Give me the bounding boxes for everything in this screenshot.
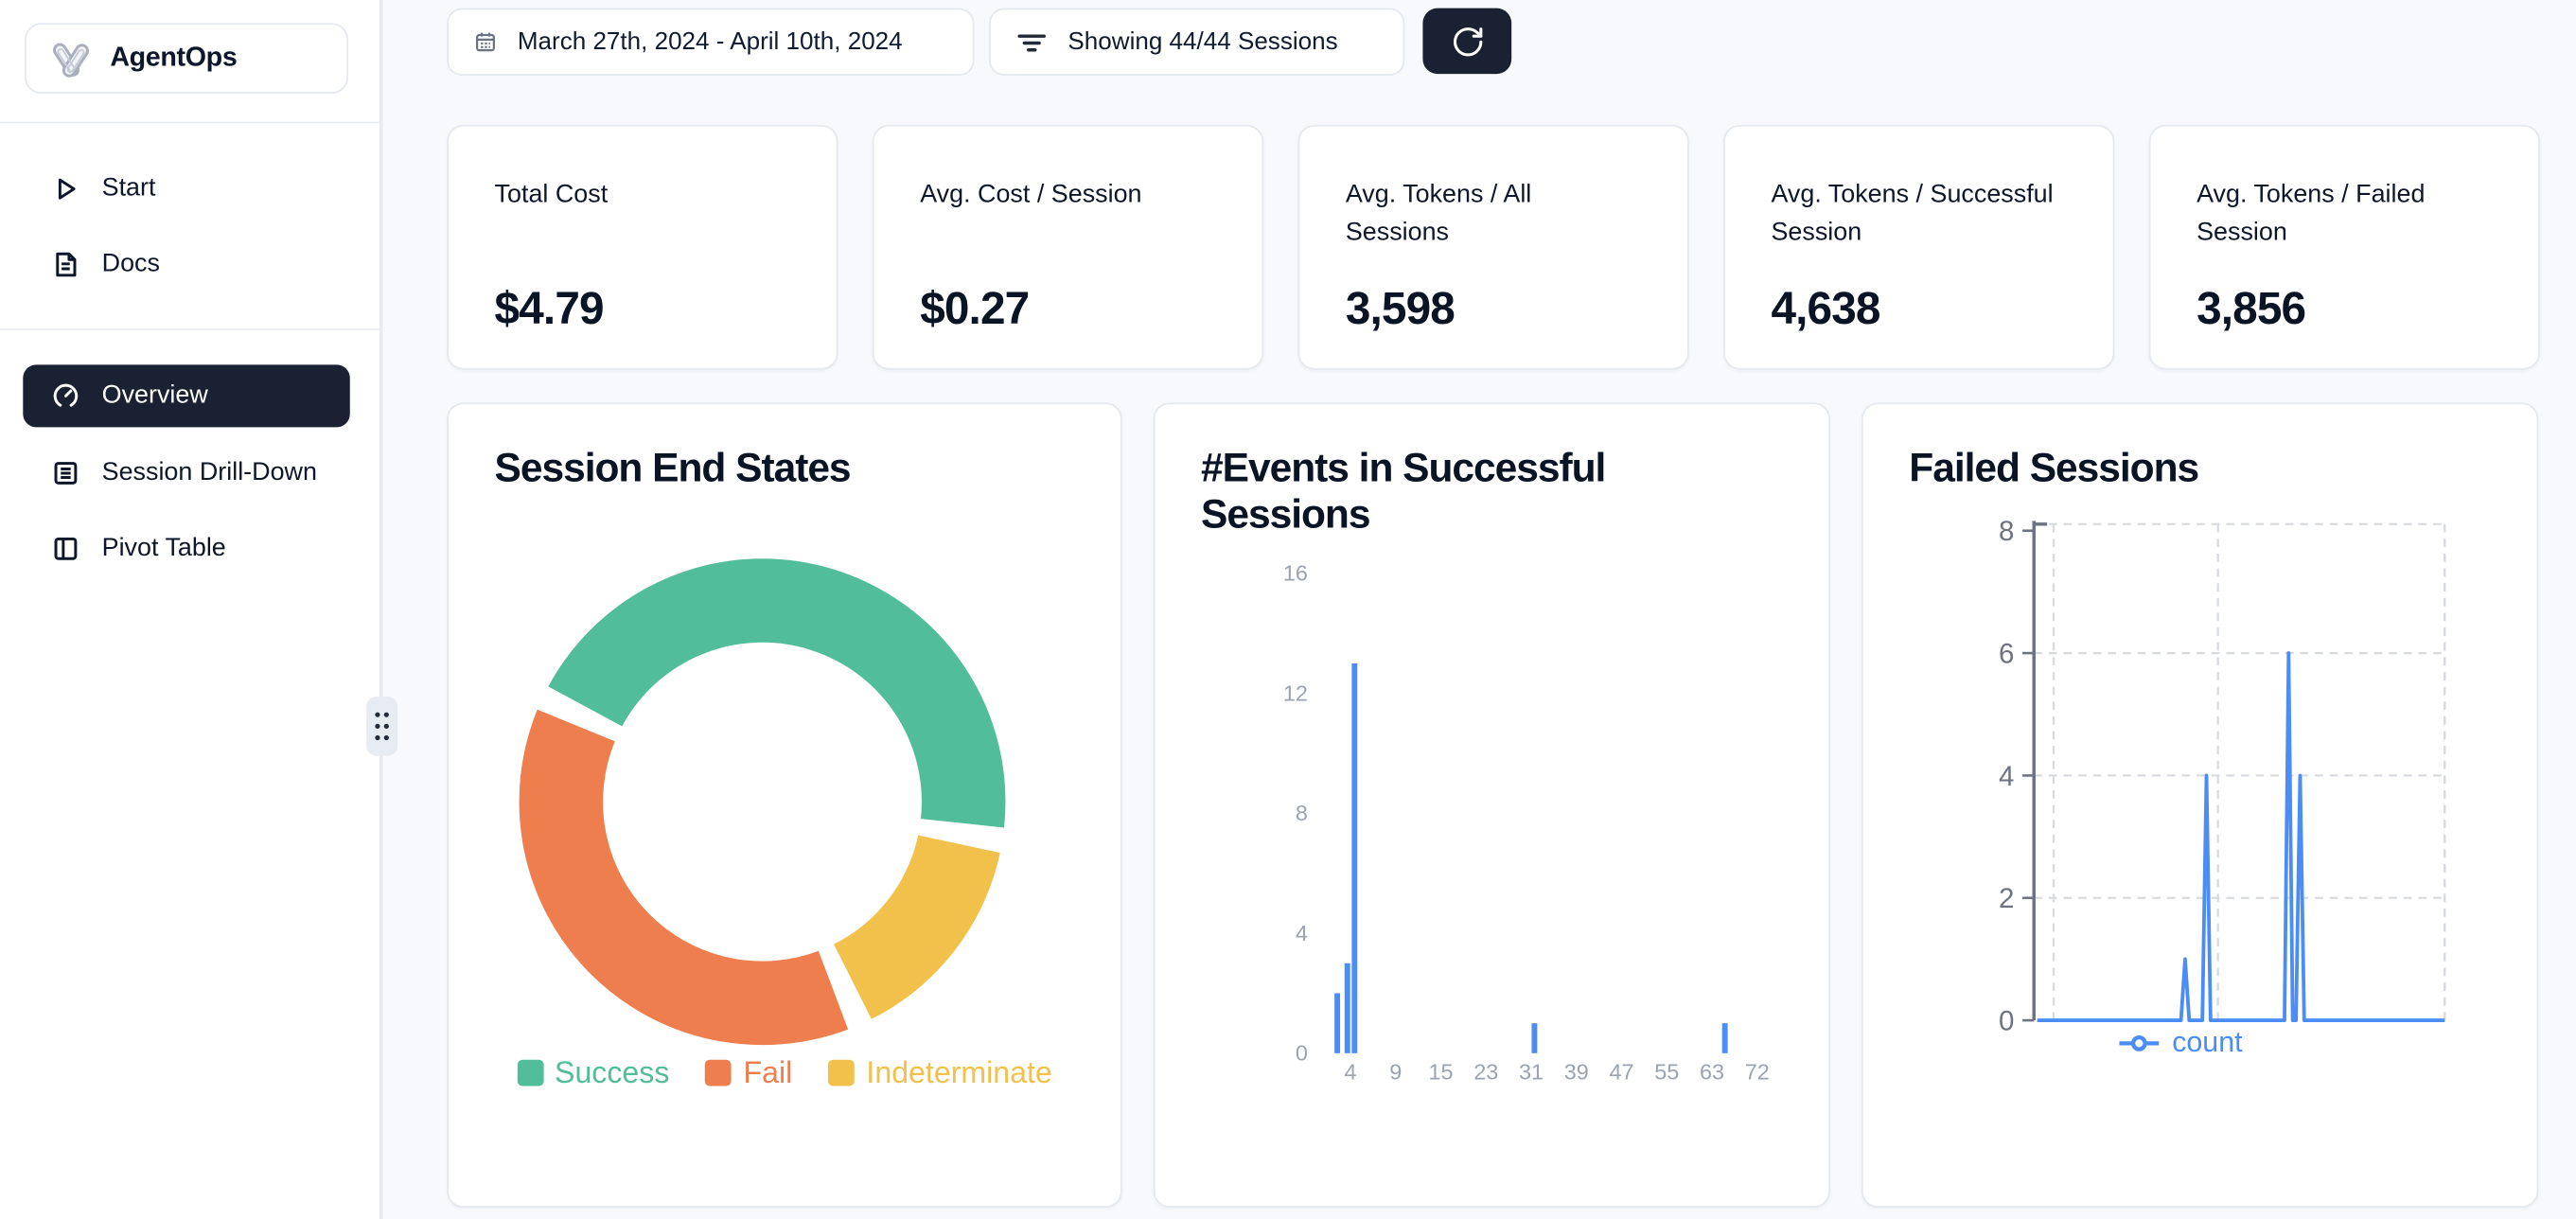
sidebar-item-start[interactable]: Start [0,151,382,227]
sidebar-divider [0,328,383,330]
legend-label: Success [555,1054,670,1090]
line-marker-icon [2119,1034,2160,1051]
sidebar: AgentOps Start Docs [0,0,383,1219]
stat-value: 3,856 [2197,282,2306,334]
sessions-filter-button[interactable]: Showing 44/44 Sessions [989,8,1405,76]
date-range-button[interactable]: March 27th, 2024 - April 10th, 2024 [447,8,975,76]
sidebar-item-pivot-table[interactable]: Pivot Table [0,511,382,587]
sidebar-item-label: Docs [101,249,160,278]
sidebar-item-overview[interactable]: Overview [23,364,350,428]
svg-text:31: 31 [1519,1060,1544,1085]
stat-card-avg-tokens-successful: Avg. Tokens / Successful Session 4,638 [1723,124,2115,370]
svg-text:23: 23 [1473,1060,1498,1085]
legend-item-success[interactable]: Success [517,1055,669,1091]
svg-text:9: 9 [1389,1060,1402,1085]
session-end-states-card: Session End States Success Fail Indeterm… [447,402,1122,1208]
legend-item-fail[interactable]: Fail [705,1054,793,1091]
sidebar-item-label: Overview [101,380,208,410]
svg-text:6: 6 [1999,638,2014,669]
stat-card-avg-tokens-failed: Avg. Tokens / Failed Session 3,856 [2148,124,2540,370]
stat-label: Total Cost [494,180,609,209]
brand-name: AgentOps [110,43,238,73]
svg-text:4: 4 [1345,1060,1357,1085]
chart-title: Session End States [494,447,852,492]
play-icon [51,174,80,203]
legend-label: Indeterminate [866,1054,1052,1090]
stat-label: Avg. Tokens / Successful Session [1771,180,2054,247]
svg-text:4: 4 [1999,761,2014,792]
stat-value: 4,638 [1771,282,1880,334]
stat-card-avg-tokens-all: Avg. Tokens / All Sessions 3,598 [1297,124,1689,370]
sidebar-resize-handle[interactable] [366,697,398,756]
svg-text:0: 0 [1296,1041,1308,1066]
filter-icon [1017,30,1047,53]
document-icon [51,250,80,279]
stat-value: 3,598 [1345,282,1456,334]
success-swatch [517,1059,543,1086]
chart-title: #Events in Successful Sessions [1201,447,1606,538]
failed-sessions-card: Failed Sessions 0 2 4 6 8 count [1861,402,2539,1208]
svg-text:16: 16 [1283,561,1308,586]
donut-chart [519,558,1006,1046]
svg-text:0: 0 [1999,1006,2014,1037]
gauge-icon [51,381,80,411]
stat-label: Avg. Cost / Session [920,180,1142,209]
stat-value: $0.27 [920,282,1030,334]
svg-text:72: 72 [1745,1060,1770,1085]
stat-value: $4.79 [494,282,605,334]
calendar-icon [475,31,497,53]
svg-text:12: 12 [1283,680,1308,705]
sidebar-item-session-drill-down[interactable]: Session Drill-Down [0,435,382,511]
svg-text:2: 2 [1999,883,2014,914]
svg-text:8: 8 [1296,801,1308,825]
stat-label: Avg. Tokens / All Sessions [1345,180,1532,247]
svg-text:47: 47 [1610,1060,1634,1085]
legend-item-indeterminate[interactable]: Indeterminate [828,1054,1052,1091]
svg-text:15: 15 [1428,1060,1453,1085]
legend-label: Fail [743,1054,793,1090]
svg-text:63: 63 [1700,1060,1724,1085]
refresh-button[interactable] [1422,8,1512,75]
count-legend-label: count [2172,1025,2243,1059]
sidebar-item-docs[interactable]: Docs [0,227,382,303]
failed-sessions-chart: 0 2 4 6 8 [1999,516,2446,1037]
donut-legend: Success Fail Indeterminate [449,1055,1120,1091]
date-range-label: March 27th, 2024 - April 10th, 2024 [517,27,903,57]
svg-text:8: 8 [1999,516,2014,547]
grip-dots-icon [375,712,389,741]
stat-card-avg-cost-session: Avg. Cost / Session $0.27 [872,124,1264,370]
sessions-filter-label: Showing 44/44 Sessions [1067,27,1338,57]
stat-card-total-cost: Total Cost $4.79 [447,124,838,370]
stat-label: Avg. Tokens / Failed Session [2197,180,2426,247]
refresh-icon [1450,24,1484,58]
events-histogram-chart: 0 4 8 12 16 4 9 15 23 31 39 47 55 63 72 [1283,561,1770,1085]
list-panel-icon [51,458,80,487]
chart-title: Failed Sessions [1909,447,2199,492]
count-legend[interactable]: count [1844,1025,2517,1059]
svg-text:4: 4 [1296,921,1308,945]
indeterminate-swatch [828,1059,856,1086]
sidebar-item-label: Pivot Table [101,534,226,562]
brand-logo-box[interactable]: AgentOps [25,23,349,94]
fail-swatch [705,1059,732,1086]
paperclip-logo-icon [49,39,92,79]
sidebar-item-label: Start [101,174,156,203]
split-panel-icon [51,534,80,563]
svg-text:55: 55 [1654,1060,1679,1085]
svg-text:39: 39 [1564,1060,1589,1085]
sidebar-divider [0,121,383,124]
events-histogram-card: #Events in Successful Sessions 0 4 8 12 16 4 9… [1153,402,1830,1208]
sidebar-item-label: Session Drill-Down [101,458,317,486]
